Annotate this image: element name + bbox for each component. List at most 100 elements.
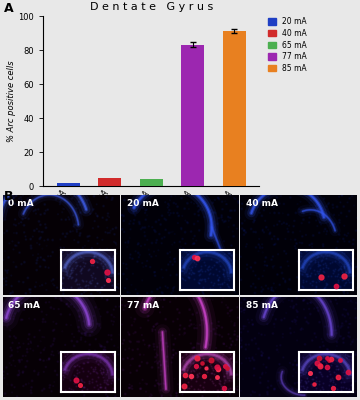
Point [248,264,254,271]
Point [265,226,271,233]
Point [309,241,315,247]
Point [104,217,109,223]
Point [192,240,197,247]
Point [249,317,255,323]
Point [298,250,304,256]
Point [179,226,184,233]
Point [166,387,171,394]
Point [292,243,298,249]
Point [116,376,121,382]
Point [84,329,89,336]
Point [292,380,298,386]
Point [19,197,24,203]
Point [96,306,102,312]
Point [232,386,238,392]
Point [241,228,247,234]
Point [256,346,261,352]
Point [17,344,23,350]
Point [172,258,178,265]
Point [166,212,172,218]
Point [15,348,21,355]
Point [187,306,193,313]
Point [243,342,249,348]
Point [253,340,259,347]
Point [341,236,346,242]
Point [105,276,111,282]
Point [182,229,188,235]
Point [151,324,157,330]
Point [339,192,345,198]
Point [39,308,45,315]
Point [7,333,13,340]
Point [32,298,38,304]
Point [231,371,237,377]
Point [36,370,41,376]
Point [67,380,72,386]
Point [348,341,354,348]
Point [353,300,359,306]
Point [77,210,83,216]
Point [315,308,321,314]
Point [342,288,347,294]
Point [81,318,87,325]
Point [302,341,308,348]
Point [147,251,152,258]
Point [221,258,226,265]
Point [40,246,45,252]
Point [316,208,321,215]
Point [288,304,293,310]
Point [16,372,22,378]
Point [135,250,141,256]
Point [276,299,282,305]
Point [85,326,91,333]
Point [221,341,227,347]
Point [10,246,16,253]
Point [132,316,138,322]
Point [258,348,264,355]
Point [95,224,101,230]
Point [37,356,43,363]
Point [154,344,160,350]
Point [315,193,321,199]
Point [325,346,331,353]
Point [253,272,258,279]
Point [17,357,23,363]
Point [228,215,233,221]
Point [197,206,202,213]
Text: 0 mA: 0 mA [8,199,34,208]
Point [95,288,101,294]
Point [109,318,114,324]
Point [42,201,48,208]
Point [67,311,73,318]
Point [21,208,27,214]
Point [341,376,347,383]
Point [321,352,327,358]
Point [322,264,328,270]
Point [165,209,171,216]
Point [152,227,157,234]
Point [240,376,246,382]
Point [94,379,99,385]
Text: 85 mA: 85 mA [246,301,278,310]
Point [329,280,334,286]
Point [103,257,108,263]
Point [224,201,230,207]
Bar [223,31,246,186]
Point [20,368,26,375]
Point [55,348,60,354]
Point [248,226,254,232]
Point [320,376,326,382]
Point [259,309,265,315]
Point [298,266,303,272]
Point [160,274,166,281]
Point [46,299,52,305]
Point [106,214,112,220]
Point [46,355,52,362]
Point [158,221,163,228]
Point [183,240,188,247]
Point [215,322,220,329]
Point [262,258,268,265]
Point [171,352,176,358]
Point [49,278,54,284]
Point [187,373,193,380]
